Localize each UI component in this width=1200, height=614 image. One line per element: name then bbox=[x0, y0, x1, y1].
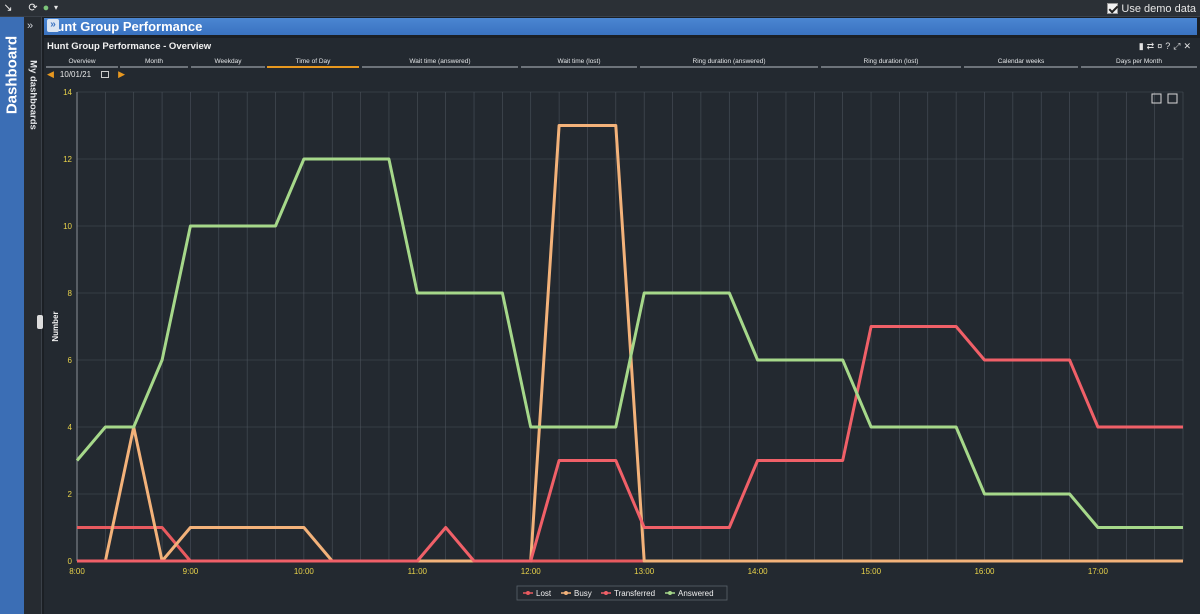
page-title: Hunt Group Performance bbox=[47, 19, 203, 34]
close-icon[interactable]: ✕ bbox=[1183, 41, 1194, 51]
series-line-lost bbox=[77, 526, 1183, 563]
y-tick-label: 12 bbox=[63, 155, 72, 164]
sidebar-label: Dashboard bbox=[3, 35, 21, 115]
tab-calendar-weeks[interactable]: Calendar weeks bbox=[964, 58, 1078, 68]
dashboard-sidebar[interactable]: Dashboard bbox=[0, 17, 24, 614]
legend-box bbox=[516, 585, 728, 601]
refresh-icon[interactable]: ⟳ bbox=[28, 2, 38, 14]
expand-icon[interactable]: » bbox=[27, 20, 34, 32]
arrow-icon[interactable]: ↘ bbox=[3, 2, 13, 14]
widget-header: Hunt Group Performance - Overview ▮⇄¤?⤢✕ bbox=[44, 38, 1200, 54]
resize-handle[interactable] bbox=[37, 315, 43, 329]
tab-wait-time-answered[interactable]: Wait time (answered) bbox=[362, 58, 518, 68]
x-tick-label: 16:00 bbox=[974, 567, 995, 576]
legend-label-lost[interactable]: Lost bbox=[536, 589, 552, 598]
y-tick-label: 8 bbox=[68, 289, 73, 298]
series-line-transferred bbox=[77, 325, 1183, 563]
tab-month[interactable]: Month bbox=[120, 58, 188, 68]
tab-days-per-month[interactable]: Days per Month bbox=[1081, 58, 1197, 68]
table-view-icon[interactable] bbox=[1167, 93, 1178, 104]
x-tick-label: 10:00 bbox=[294, 567, 315, 576]
my-dashboards-label: My dashboards bbox=[27, 60, 39, 130]
tab-wait-time-lost[interactable]: Wait time (lost) bbox=[521, 58, 637, 68]
x-tick-label: 9:00 bbox=[183, 567, 199, 576]
widget-actions: ▮⇄¤?⤢✕ bbox=[1139, 41, 1194, 52]
chart-widget: Hunt Group Performance - Overview ▮⇄¤?⤢✕… bbox=[44, 38, 1200, 614]
x-tick-label: 15:00 bbox=[861, 567, 882, 576]
top-toolbar: ↘ ⟳ ● ▾ Use demo data bbox=[0, 0, 1200, 17]
series-line-busy bbox=[77, 124, 1183, 563]
copy-icon[interactable]: ▮ bbox=[1138, 41, 1147, 51]
help-icon[interactable]: ? bbox=[1165, 41, 1174, 51]
y-tick-label: 6 bbox=[68, 356, 73, 365]
refresh-widget-icon[interactable]: ⇄ bbox=[1146, 41, 1158, 51]
use-demo-data-checkbox[interactable] bbox=[1107, 3, 1119, 14]
legend-label-transferred[interactable]: Transferred bbox=[614, 589, 655, 598]
prev-date-icon[interactable]: ◀ bbox=[47, 69, 54, 79]
y-axis-label: Number bbox=[51, 311, 60, 341]
tab-time-of-day[interactable]: Time of Day bbox=[267, 58, 359, 68]
tab-ring-duration-answered[interactable]: Ring duration (answered) bbox=[640, 58, 818, 68]
tab-overview[interactable]: Overview bbox=[46, 58, 118, 68]
chevron-down-icon[interactable]: ▾ bbox=[53, 3, 58, 12]
status-dot-icon[interactable]: ● bbox=[42, 2, 50, 14]
settings-icon[interactable]: ¤ bbox=[1157, 41, 1166, 51]
legend-label-answered[interactable]: Answered bbox=[678, 589, 714, 598]
x-tick-label: 14:00 bbox=[748, 567, 769, 576]
y-tick-label: 4 bbox=[68, 423, 73, 432]
calendar-icon[interactable] bbox=[101, 71, 110, 78]
line-chart: 0 2 4 6 8 10 12 14 8:00 9:00 10:00 11:00 12:00 13:00 1… bbox=[51, 88, 1184, 601]
legend-label-busy[interactable]: Busy bbox=[574, 589, 592, 598]
legend-marker-busy bbox=[564, 591, 568, 595]
next-date-icon[interactable]: ▶ bbox=[118, 69, 125, 79]
legend-marker-transferred bbox=[604, 591, 608, 595]
series-line-answered bbox=[75, 157, 1183, 529]
x-tick-label: 8:00 bbox=[69, 567, 85, 576]
y-tick-label: 14 bbox=[63, 88, 72, 97]
y-tick-label: 2 bbox=[68, 490, 73, 499]
y-tick-label: 10 bbox=[63, 222, 72, 231]
page-title-bar: Hunt Group Performance » bbox=[44, 18, 1197, 35]
use-demo-data-label: Use demo data bbox=[1121, 2, 1196, 15]
y-tick-label: 0 bbox=[68, 557, 73, 566]
x-tick-label: 11:00 bbox=[408, 567, 428, 576]
date-navigator: ◀ 10/01/21 ▶ bbox=[47, 69, 125, 80]
chart-type-icon[interactable] bbox=[1151, 93, 1162, 104]
widget-title: Hunt Group Performance - Overview bbox=[47, 41, 212, 52]
x-tick-label: 12:00 bbox=[521, 567, 542, 576]
tab-ring-duration-lost[interactable]: Ring duration (lost) bbox=[821, 58, 961, 68]
maximize-icon[interactable]: ⤢ bbox=[1173, 41, 1184, 51]
tab-weekday[interactable]: Weekday bbox=[191, 58, 265, 68]
x-tick-label: 17:00 bbox=[1088, 567, 1109, 576]
legend-marker-lost bbox=[526, 591, 530, 595]
x-tick-label: 13:00 bbox=[634, 567, 655, 576]
collapse-icon[interactable]: » bbox=[47, 19, 59, 32]
use-demo-data-toggle[interactable]: Use demo data bbox=[1107, 1, 1196, 16]
date-value[interactable]: 10/01/21 bbox=[59, 70, 92, 79]
legend-marker-answered bbox=[668, 591, 672, 595]
